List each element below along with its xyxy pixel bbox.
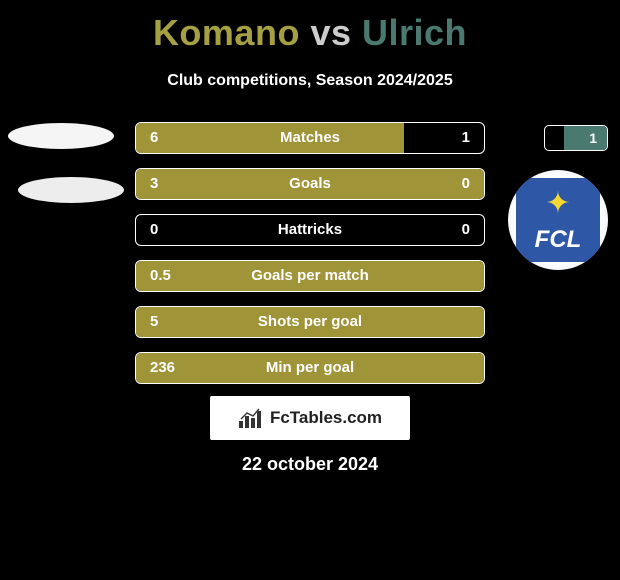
stat-row-label: Hattricks [136,215,484,245]
stat-row: Shots per goal5 [135,306,485,338]
stat-row: Goals per match0.5 [135,260,485,292]
stat-row: Goals3 0 [135,168,485,200]
stats-bars: Matches61Goals30Hattricks00Goals per mat… [135,122,485,398]
page-title: Komano vs Ulrich [0,0,620,54]
stat-row-label: Matches [136,123,484,153]
club-logo-figure-icon: ✦ [538,186,578,226]
date: 22 october 2024 [0,454,620,475]
stat-row-left-value: 0 [150,215,158,245]
avatar-placeholder-2 [18,177,124,203]
brand-box: FcTables.com [210,396,410,440]
avatar-placeholder-1 [8,123,114,149]
mini-bar: 1 [544,125,608,151]
stat-row-left-value: 5 [150,307,158,337]
stat-row: Hattricks0 0 [135,214,485,246]
stat-row-label: Goals per match [136,261,484,291]
stat-row-left-value: 236 [150,353,175,383]
stat-row-right-value: 0 [462,169,470,199]
stat-row: Matches6 1 [135,122,485,154]
title-vs: vs [310,12,351,53]
stat-row-label: Shots per goal [136,307,484,337]
title-player-left: Komano [153,12,300,53]
stat-row-left-value: 3 [150,169,158,199]
subtitle: Club competitions, Season 2024/2025 [0,72,620,90]
stat-row-label: Min per goal [136,353,484,383]
stat-row-left-value: 6 [150,123,158,153]
stat-row-left-value: 0.5 [150,261,171,291]
club-logo-inner: ✦ FCL [516,178,600,262]
club-logo-text: FCL [535,226,582,254]
mini-bar-value: 1 [589,126,597,150]
mini-bar-fill [564,126,607,150]
stat-row-right-value: 0 [462,215,470,245]
stat-row: Min per goal236 [135,352,485,384]
title-player-right: Ulrich [362,12,467,53]
club-logo: ✦ FCL [508,170,608,270]
brand-chart-icon [238,407,264,429]
stat-row-label: Goals [136,169,484,199]
brand-text: FcTables.com [270,408,382,428]
stat-row-right-value: 1 [462,123,470,153]
